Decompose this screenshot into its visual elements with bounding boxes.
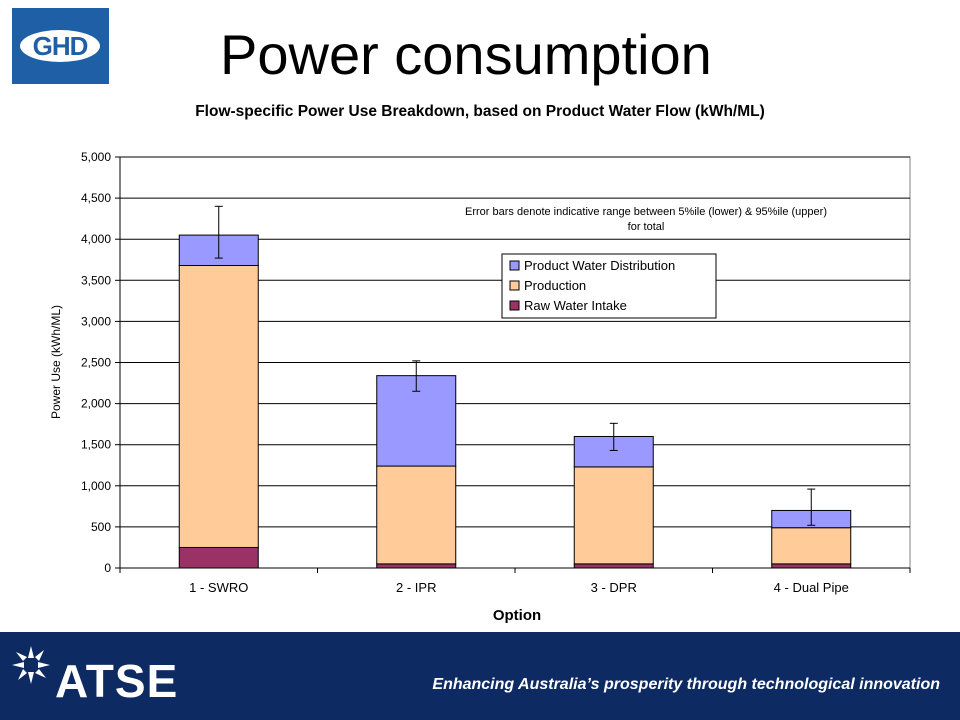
bar-segment xyxy=(178,265,259,548)
error-bars xyxy=(214,205,816,526)
bar-segment xyxy=(771,563,852,569)
bar-segment xyxy=(573,466,654,565)
y-tick-label: 4,000 xyxy=(81,232,111,246)
y-tick-label: 2,500 xyxy=(81,356,111,370)
y-tick-label: 1,000 xyxy=(81,479,111,493)
y-tick-label: 500 xyxy=(91,520,111,534)
atse-logo-text: ATSE xyxy=(55,655,179,707)
y-tick-label: 3,500 xyxy=(81,273,111,287)
legend-swatch xyxy=(509,300,520,311)
legend-swatch xyxy=(509,280,520,291)
bar-segment xyxy=(376,465,457,565)
legend-label: Product Water Distribution xyxy=(524,258,675,273)
x-tick-label: 1 - SWRO xyxy=(189,580,248,595)
bar-segment xyxy=(376,563,457,569)
chart-title: Flow-specific Power Use Breakdown, based… xyxy=(195,103,765,120)
footer-banner: ATSE Enhancing Australia’s prosperity th… xyxy=(0,632,960,720)
annotation-line-1: Error bars denote indicative range betwe… xyxy=(465,206,827,218)
x-axis-label: Option xyxy=(493,607,541,624)
ghd-logo-text: GHD xyxy=(32,31,89,61)
legend: Product Water Distribution Production Raw … xyxy=(501,253,717,319)
ghd-logo-oval xyxy=(20,30,100,62)
legend-label: Raw Water Intake xyxy=(524,298,627,313)
bar-segment xyxy=(573,563,654,569)
y-axis-label: Power Use (kWh/ML) xyxy=(49,305,63,419)
y-tick-label: 1,500 xyxy=(81,438,111,452)
slide-title: Power consumption xyxy=(220,23,712,86)
y-tick-label: 2,000 xyxy=(81,397,111,411)
chart: Flow-specific Power Use Breakdown, based… xyxy=(49,103,911,624)
atse-star-icon xyxy=(12,646,50,684)
y-axis-ticks: 0 500 1,000 1,500 2,000 2,500 3,000 3,500 4,000 4… xyxy=(81,150,120,575)
legend-swatch xyxy=(509,260,520,271)
x-axis-ticks: 1 - SWRO 2 - IPR 3 - DPR 4 - Dual Pipe xyxy=(119,568,911,595)
bar-segment xyxy=(771,527,852,565)
bar-segment xyxy=(178,546,259,569)
y-tick-label: 3,000 xyxy=(81,314,111,328)
x-tick-label: 3 - DPR xyxy=(591,580,637,595)
y-tick-label: 5,000 xyxy=(81,150,111,164)
ghd-logo: GHD xyxy=(12,8,109,84)
legend-box xyxy=(501,253,717,319)
y-tick-label: 4,500 xyxy=(81,191,111,205)
x-tick-label: 2 - IPR xyxy=(396,580,436,595)
y-tick-label: 0 xyxy=(104,561,111,575)
legend-label: Production xyxy=(524,278,586,293)
footer-tagline: Enhancing Australia’s prosperity through… xyxy=(432,676,940,693)
annotation-line-2: for total xyxy=(628,221,665,233)
x-tick-label: 4 - Dual Pipe xyxy=(774,580,849,595)
